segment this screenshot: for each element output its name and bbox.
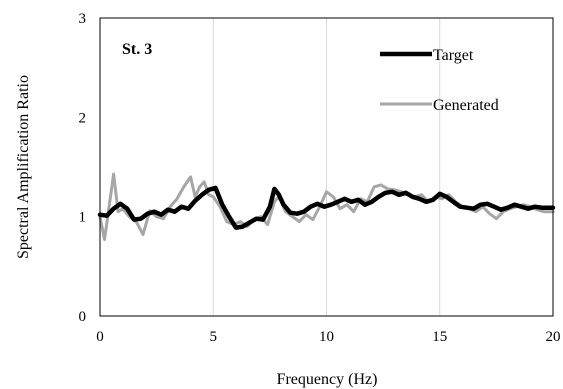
legend-label-generated: Generated (433, 97, 499, 114)
plot-frame (99, 17, 554, 317)
y-axis-label: Spectral Amplification Ratio (15, 75, 32, 259)
x-tick-label-4: 20 (546, 329, 561, 345)
tick-layer: 0 5 10 15 20 0 1 2 3 (79, 11, 561, 345)
y-tick-label-0: 0 (79, 309, 87, 325)
y-tick-label-3: 3 (79, 11, 87, 27)
series-line-target (97, 185, 556, 230)
grid-layer (212, 18, 441, 316)
x-tick-label-1: 5 (210, 329, 218, 345)
legend: Target Generated (380, 47, 499, 114)
panel-label: St. 3 (122, 41, 152, 58)
x-tick-label-0: 0 (96, 329, 104, 345)
series-layer (97, 172, 556, 241)
y-tick-label-1: 1 (79, 210, 87, 226)
x-tick-label-3: 15 (432, 329, 447, 345)
x-axis-label: Frequency (Hz) (277, 371, 378, 388)
legend-label-target: Target (433, 47, 474, 64)
y-tick-label-2: 2 (79, 110, 87, 126)
x-tick-label-2: 10 (319, 329, 334, 345)
